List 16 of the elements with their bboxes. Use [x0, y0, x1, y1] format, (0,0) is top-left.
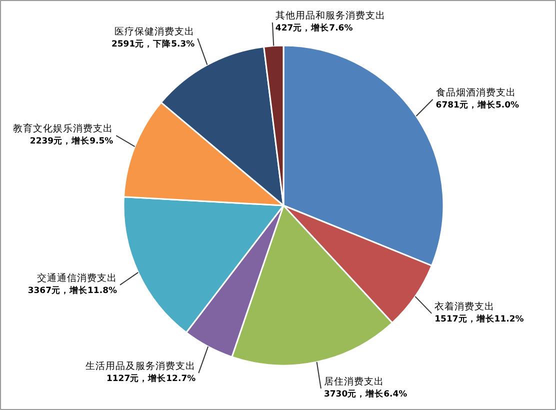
data-label: 1517元，增长11.2%	[434, 313, 524, 324]
slice-label: 交通通信消费支出	[37, 272, 117, 284]
data-label: 2591元，下降5.3%	[111, 38, 196, 50]
slice-label: 衣着消费支出	[434, 300, 495, 312]
slice-label: 其他用品和服务消费支出	[275, 10, 386, 22]
slice-label: 居住消费支出	[324, 376, 384, 388]
data-label: 1127元，增长12.7%	[106, 373, 196, 384]
data-label: 427元，增长7.6%	[275, 22, 354, 34]
data-label: 3730元，增长6.4%	[324, 388, 408, 400]
data-label: 6781元，增长5.0%	[436, 99, 520, 110]
slice-label: 生活用品及服务消费支出	[86, 360, 196, 372]
data-label: 3367元，增长11.8%	[28, 284, 118, 296]
slice-label: 食品烟酒消费支出	[436, 86, 516, 98]
slice-label: 医疗保健消费支出	[114, 25, 195, 38]
slice-label: 教育文化娱乐消费支出	[13, 122, 114, 135]
data-label: 2239元，增长9.5%	[30, 136, 114, 147]
